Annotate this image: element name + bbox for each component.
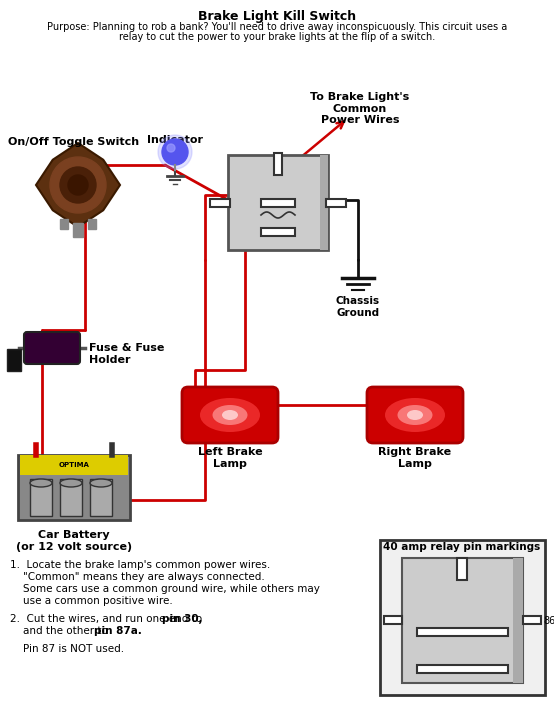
Text: and the other to: and the other to — [10, 626, 111, 636]
Text: Left Brake
Lamp: Left Brake Lamp — [198, 447, 262, 469]
Text: Some cars use a common ground wire, while others may: Some cars use a common ground wire, whil… — [10, 584, 320, 594]
Circle shape — [60, 167, 96, 203]
Ellipse shape — [60, 479, 82, 487]
Circle shape — [68, 175, 88, 195]
Text: Brake Light Kill Switch: Brake Light Kill Switch — [198, 10, 356, 23]
Bar — [457, 558, 467, 580]
Ellipse shape — [398, 405, 433, 425]
Bar — [60, 479, 82, 516]
Text: Pin 87 is NOT used.: Pin 87 is NOT used. — [10, 644, 124, 654]
Polygon shape — [36, 143, 120, 227]
Bar — [88, 219, 96, 229]
Bar — [380, 540, 545, 695]
Ellipse shape — [213, 405, 248, 425]
Bar — [320, 155, 328, 250]
Text: 86: 86 — [543, 616, 554, 626]
Bar — [90, 479, 112, 516]
Text: "Common" means they are always connected.: "Common" means they are always connected… — [10, 572, 265, 582]
Circle shape — [167, 144, 175, 152]
Circle shape — [50, 157, 106, 213]
Bar — [417, 628, 508, 636]
Text: 30: 30 — [454, 566, 466, 576]
Bar — [18, 455, 130, 520]
Ellipse shape — [385, 398, 445, 432]
Text: Purpose: Planning to rob a bank? You'll need to drive away inconspicuously. This: Purpose: Planning to rob a bank? You'll … — [47, 22, 507, 32]
Circle shape — [162, 139, 188, 165]
Bar — [60, 219, 68, 229]
Bar — [326, 199, 346, 207]
Circle shape — [158, 135, 192, 169]
Text: Chassis
Ground: Chassis Ground — [336, 296, 380, 317]
Text: pin 87a.: pin 87a. — [94, 626, 142, 636]
Text: Fuse & Fuse
Holder: Fuse & Fuse Holder — [89, 343, 165, 364]
Bar — [523, 616, 541, 624]
Bar — [20, 455, 128, 475]
Bar — [30, 479, 52, 516]
Text: Right Brake
Lamp: Right Brake Lamp — [378, 447, 452, 469]
Bar — [274, 153, 282, 175]
Text: To Brake Light's
Common
Power Wires: To Brake Light's Common Power Wires — [310, 92, 409, 125]
Bar — [513, 558, 523, 683]
Bar — [402, 558, 523, 683]
Ellipse shape — [90, 479, 112, 487]
Text: 87: 87 — [456, 675, 468, 685]
FancyBboxPatch shape — [367, 387, 463, 443]
Ellipse shape — [200, 398, 260, 432]
Text: On/Off Toggle Switch: On/Off Toggle Switch — [8, 137, 139, 147]
Text: Car Battery
(or 12 volt source): Car Battery (or 12 volt source) — [16, 530, 132, 551]
Bar — [73, 223, 83, 237]
Text: pin 30,: pin 30, — [162, 614, 203, 624]
Bar — [210, 199, 230, 207]
Bar — [417, 665, 508, 673]
Bar — [261, 199, 295, 207]
Text: 40 amp relay pin markings: 40 amp relay pin markings — [383, 542, 541, 552]
Text: 85: 85 — [386, 616, 398, 626]
Text: 2.  Cut the wires, and run one end to: 2. Cut the wires, and run one end to — [10, 614, 206, 624]
Text: OPTIMA: OPTIMA — [59, 462, 89, 468]
Ellipse shape — [30, 479, 52, 487]
Bar — [228, 155, 328, 250]
Text: Indicator: Indicator — [147, 135, 203, 145]
Bar — [7, 349, 21, 371]
Text: 1.  Locate the brake lamp's common power wires.: 1. Locate the brake lamp's common power … — [10, 560, 270, 570]
Text: relay to cut the power to your brake lights at the flip of a switch.: relay to cut the power to your brake lig… — [119, 32, 435, 42]
FancyBboxPatch shape — [182, 387, 278, 443]
Bar — [384, 616, 402, 624]
Text: use a common positive wire.: use a common positive wire. — [10, 596, 173, 606]
Text: 87a: 87a — [453, 638, 471, 648]
Ellipse shape — [407, 410, 423, 420]
Bar — [261, 228, 295, 236]
FancyBboxPatch shape — [24, 332, 80, 364]
Ellipse shape — [222, 410, 238, 420]
